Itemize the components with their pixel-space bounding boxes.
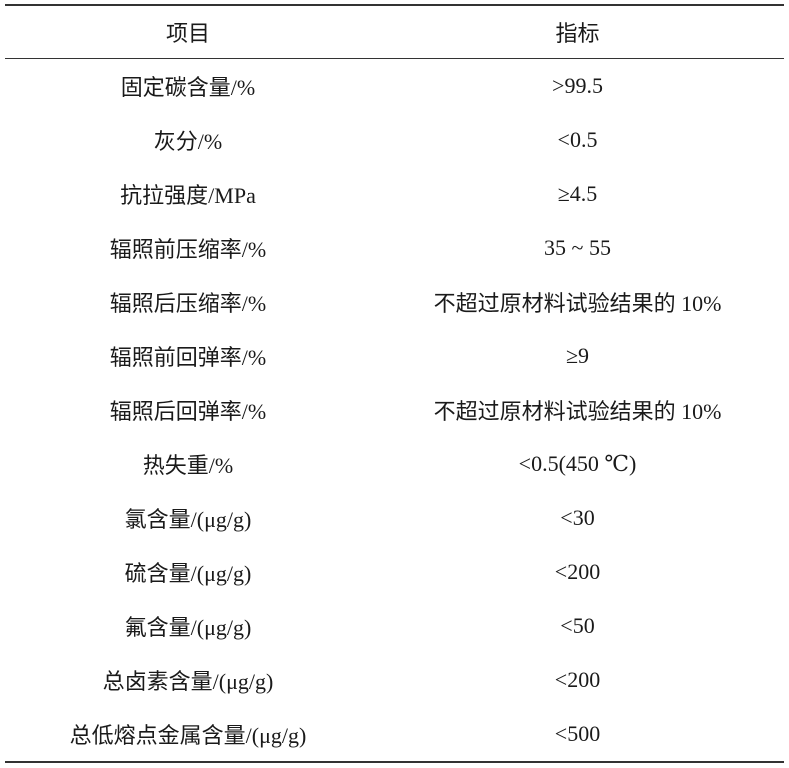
item-cell: 辐照后回弹率/% — [109, 399, 267, 424]
item-cell: 抗拉强度/MPa — [120, 183, 256, 208]
item-cell: 热失重/% — [142, 453, 234, 478]
spec-cell: 不超过原材料试验结果的 10% — [433, 291, 722, 316]
table-header: 项目 指标 — [5, 5, 784, 59]
spec-cell: <500 — [554, 721, 601, 746]
spec-cell: <50 — [560, 613, 595, 638]
table-row: 硫含量/(μg/g) <200 — [5, 545, 784, 599]
spec-cell: >99.5 — [552, 73, 603, 98]
table-body: 固定碳含量/% >99.5 灰分/% <0.5 抗拉强度/MPa ≥4.5 辐照前压缩率/%… — [5, 59, 784, 763]
spec-cell: ≥9 — [565, 343, 590, 368]
header-cell: 项目 — [5, 5, 371, 59]
item-cell: 辐照前回弹率/% — [109, 345, 267, 370]
table-row: 辐照前回弹率/% ≥9 — [5, 329, 784, 383]
item-cell: 总卤素含量/(μg/g) — [102, 669, 274, 694]
item-cell: 辐照后压缩率/% — [109, 291, 267, 316]
spec-cell: <0.5(450 ℃) — [518, 451, 637, 476]
spec-cell: <30 — [560, 505, 595, 530]
header-cell: 指标 — [371, 5, 784, 59]
table-row: 氟含量/(μg/g) <50 — [5, 599, 784, 653]
spec-cell: 35 ~ 55 — [544, 235, 611, 260]
table-row: 氯含量/(μg/g) <30 — [5, 491, 784, 545]
spec-cell: <200 — [554, 667, 601, 692]
table-row: 抗拉强度/MPa ≥4.5 — [5, 167, 784, 221]
item-cell: 辐照前压缩率/% — [109, 237, 267, 262]
spec-cell: <200 — [554, 559, 601, 584]
item-cell: 硫含量/(μg/g) — [124, 561, 252, 586]
header-row: 项目 指标 — [5, 5, 784, 59]
spec-cell: ≥4.5 — [557, 181, 598, 206]
item-cell: 固定碳含量/% — [120, 75, 256, 100]
table-row: 总低熔点金属含量/(μg/g) <500 — [5, 707, 784, 762]
item-cell: 总低熔点金属含量/(μg/g) — [69, 723, 307, 748]
table-row: 总卤素含量/(μg/g) <200 — [5, 653, 784, 707]
spec-table: 项目 指标 固定碳含量/% >99.5 灰分/% <0.5 抗拉强度/MPa ≥4.5 辐照… — [5, 4, 784, 763]
item-cell: 灰分/% — [153, 129, 223, 154]
spec-cell: 不超过原材料试验结果的 10% — [433, 399, 722, 424]
table-row: 热失重/% <0.5(450 ℃) — [5, 437, 784, 491]
item-cell: 氯含量/(μg/g) — [124, 507, 252, 532]
spec-cell: <0.5 — [557, 127, 598, 152]
table-row: 固定碳含量/% >99.5 — [5, 59, 784, 114]
table-row: 灰分/% <0.5 — [5, 113, 784, 167]
table-row: 辐照前压缩率/% 35 ~ 55 — [5, 221, 784, 275]
table-row: 辐照后压缩率/% 不超过原材料试验结果的 10% — [5, 275, 784, 329]
table-row: 辐照后回弹率/% 不超过原材料试验结果的 10% — [5, 383, 784, 437]
item-cell: 氟含量/(μg/g) — [124, 615, 252, 640]
